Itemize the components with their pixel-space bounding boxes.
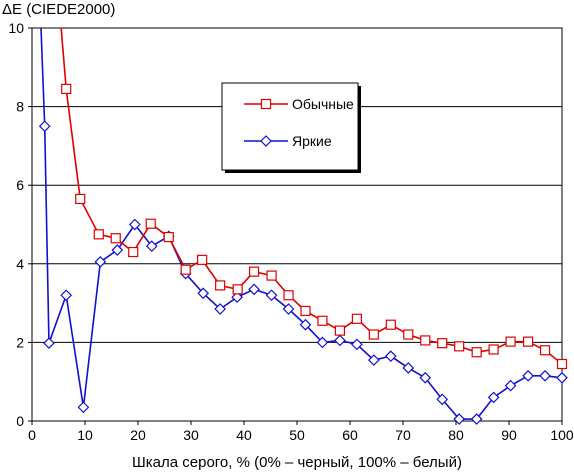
data-point-4 [110,233,121,244]
data-point-29 [539,345,551,356]
data-point-19 [368,329,379,340]
data-point-28 [522,336,534,347]
data-point-31 [539,369,551,382]
data-point-26 [453,413,466,425]
x-tick-label: 30 [183,427,199,443]
x-tick-label: 50 [289,427,305,443]
series-line-0 [60,27,563,365]
legend-box [221,82,359,171]
data-point-7 [163,231,174,243]
data-point-22 [420,335,431,346]
data-point-8 [180,264,191,275]
data-point-23 [437,338,448,349]
legend-label-1: Яркие [292,133,332,149]
data-point-18 [316,336,329,349]
data-point-21 [403,329,414,340]
data-point-30 [556,358,568,370]
x-tick-label: 0 [28,427,36,443]
data-point-14 [248,283,260,296]
data-point-12 [214,303,226,315]
data-point-15 [265,289,278,302]
data-point-19 [334,334,346,347]
data-point-20 [351,338,363,351]
data-point-2 [75,193,86,205]
data-point-15 [300,305,311,317]
data-point-legend-1 [260,135,272,147]
y-tick-label: 0 [16,413,24,429]
data-point-30 [522,369,534,382]
data-point-3 [93,229,104,240]
data-point-18 [351,313,362,324]
data-point-21 [368,354,380,366]
data-point-6 [145,218,156,229]
data-point-27 [470,413,483,425]
y-tick-label: 10 [8,20,24,36]
x-tick-label: 40 [236,427,252,443]
data-point-11 [232,284,243,295]
data-point-29 [504,379,517,392]
data-point-22 [384,350,397,363]
y-tick-label: 8 [16,99,24,115]
data-point-1 [61,83,72,95]
data-point-27 [505,336,516,347]
x-tick-label: 90 [501,427,517,443]
series-0 [60,27,568,370]
data-point-9 [197,254,208,265]
data-point-3 [60,289,73,302]
data-point-32 [556,371,568,384]
data-point-23 [402,362,415,374]
data-point-11 [197,287,210,300]
x-axis-label: Шкала серого, % (0% – черный, 100% – бел… [132,454,462,471]
series-1 [38,27,568,425]
data-point-13 [231,291,243,304]
data-point-6 [111,244,124,256]
data-point-1 [38,120,51,133]
legend: Обычные Яркие [221,82,361,173]
data-point-17 [299,318,312,331]
data-point-12 [248,266,260,277]
data-point-14 [283,290,294,301]
data-point-16 [282,303,295,315]
x-tick-label: 60 [342,427,358,443]
x-tick-label: 100 [550,427,574,443]
series-layer [38,27,568,425]
data-point-legend-0 [260,98,272,110]
y-tick-label: 6 [16,177,24,193]
data-point-7 [128,218,141,231]
data-point-2 [43,337,55,350]
y-tick-label: 2 [16,334,24,350]
data-point-24 [419,371,432,384]
data-point-26 [488,344,499,355]
y-tick-label: 4 [16,256,24,272]
data-point-5 [94,255,107,268]
data-point-28 [487,391,500,404]
data-point-17 [334,325,346,336]
chart-title: ΔE (CIEDE2000) [2,1,115,18]
data-point-25 [471,347,482,358]
x-tick-label: 80 [448,427,464,443]
data-point-10 [215,280,226,291]
x-tick-label: 10 [77,427,93,443]
x-tick-label: 20 [130,427,146,443]
data-point-8 [145,240,158,252]
data-point-5 [128,246,139,258]
data-point-25 [436,393,449,406]
legend-label-0: Обычные [292,96,354,112]
data-point-20 [385,319,396,330]
data-point-4 [77,401,90,414]
x-tick-label: 70 [395,427,411,443]
data-point-24 [454,341,465,352]
data-point-13 [266,270,277,281]
data-point-16 [317,315,328,326]
